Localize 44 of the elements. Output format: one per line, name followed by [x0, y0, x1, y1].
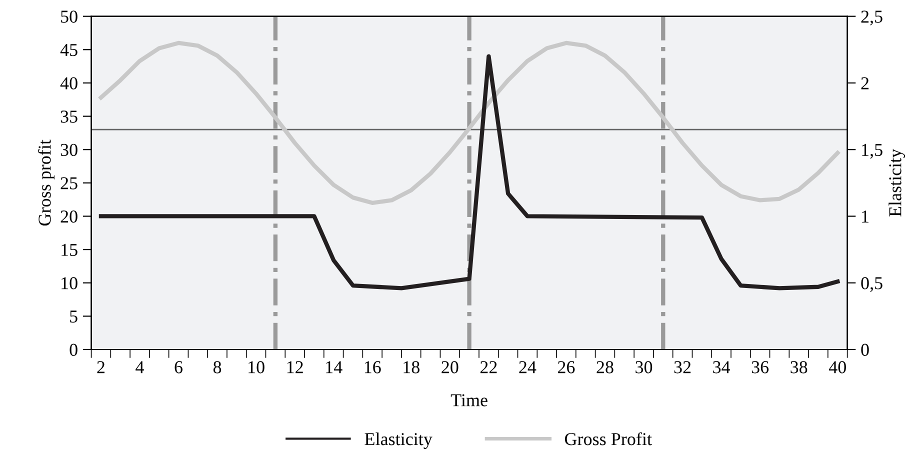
x-tick-label: 36 — [752, 361, 769, 374]
x-tick-label: 34 — [713, 361, 730, 374]
x-tick-label: 22 — [480, 361, 497, 374]
x-tick-label: 4 — [136, 361, 144, 374]
y2-tick-label: 0,5 — [861, 277, 882, 292]
x-tick-label: 2 — [97, 361, 104, 374]
legend-label: Gross Profit — [564, 432, 652, 446]
x-tick-label: 32 — [674, 361, 691, 374]
x-tick-label: 38 — [790, 361, 808, 374]
x-tick-label: 12 — [287, 361, 303, 374]
x-tick-label: 24 — [519, 361, 536, 374]
y2-tick-label: 2 — [861, 77, 869, 90]
line-series — [98, 54, 840, 290]
x-tick-label: 20 — [442, 361, 458, 374]
x-tick-label: 28 — [596, 361, 614, 374]
y-axis-title: Gross profit — [38, 140, 54, 226]
y-tick-label: 25 — [60, 177, 78, 190]
y2-tick-label: 1 — [862, 210, 868, 222]
y-tick-label: 30 — [60, 144, 78, 156]
x-axis-title: Time — [450, 394, 488, 406]
x-tick-label: 30 — [636, 361, 652, 374]
x-tick-label: 14 — [326, 361, 342, 374]
y2-tick-label: 0 — [861, 344, 869, 356]
x-tick-label: 16 — [364, 361, 381, 374]
x-tick-label: 10 — [248, 361, 264, 374]
x-tick-label: 8 — [213, 361, 222, 374]
y-tick-label: 0 — [70, 344, 78, 356]
line-series — [98, 40, 840, 205]
y-tick-label: 35 — [60, 110, 78, 123]
y-tick-label: 40 — [60, 77, 78, 90]
y2-axis-title: Elasticity — [888, 148, 906, 216]
legend-label: Elasticity — [364, 432, 432, 449]
x-tick-label: 18 — [404, 361, 420, 374]
y-tick-label: 50 — [61, 10, 78, 23]
y2-tick-label: 1,5 — [862, 144, 882, 159]
y-tick-label: 20 — [60, 210, 78, 223]
y2-tick-label: 2,5 — [861, 10, 882, 26]
x-tick-label: 26 — [558, 361, 575, 374]
y-tick-label: 45 — [60, 44, 78, 56]
y-tick-label: 10 — [62, 277, 78, 290]
x-tick-label: 6 — [174, 361, 182, 374]
y-tick-label: 15 — [62, 244, 78, 256]
y-tick-label: 5 — [70, 310, 78, 323]
x-tick-label: 40 — [828, 361, 846, 374]
